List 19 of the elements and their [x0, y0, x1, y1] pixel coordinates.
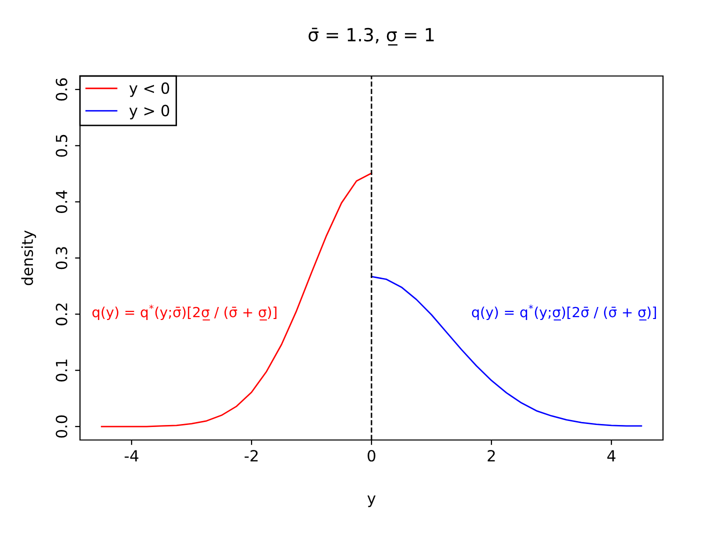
y-axis-title: density — [21, 230, 36, 286]
chart-title: σ̄ = 1.3, σ̲ = 1 — [308, 28, 434, 46]
x-tick-label: 0 — [368, 450, 376, 462]
annotation: q(y) = q$^{*}$(y;σ̄)[2σ̲ / (σ̄ + σ̲)] — [92, 304, 276, 320]
y-tick-label: 0.0 — [56, 415, 68, 438]
y-tick-label: 0.6 — [56, 78, 68, 101]
legend-label: y > 0 — [129, 104, 170, 120]
x-tick-label: 2 — [488, 450, 495, 462]
y-tick-label: 0.1 — [56, 360, 68, 382]
x-tick-label: 4 — [607, 450, 616, 462]
y-tick-label: 0.2 — [56, 304, 68, 326]
y-tick-label: 0.5 — [56, 134, 68, 157]
x-axis-title: y — [367, 496, 376, 508]
y-tick-label: 0.4 — [56, 190, 68, 213]
legend-label: y < 0 — [129, 82, 170, 97]
x-tick-label: -4 — [124, 450, 138, 462]
annotation: q(y) = q$^{*}$(y;σ̲)[2σ̄ / (σ̄ + σ̲)] — [472, 304, 656, 320]
y-tick-label: 0.3 — [56, 247, 68, 270]
x-tick-label: -2 — [244, 450, 258, 462]
